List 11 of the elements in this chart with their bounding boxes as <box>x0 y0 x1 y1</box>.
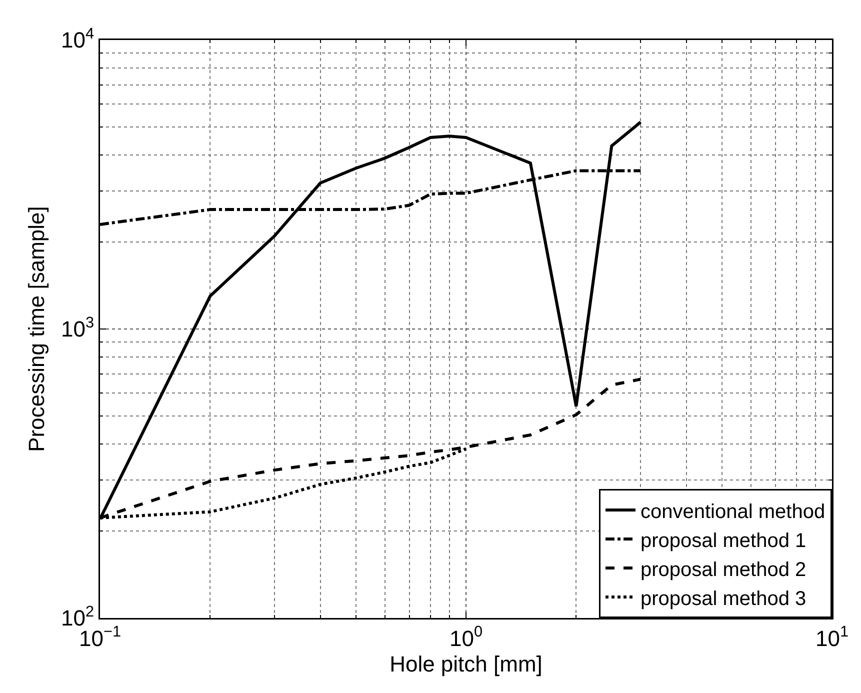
legend-label: conventional method <box>640 500 826 523</box>
y-tick-label: 10$^{2}$ <box>61 603 94 631</box>
x-tick-label: 10$^{1}$ <box>815 624 849 651</box>
x-tick-label: 10$^{0}$ <box>449 624 483 651</box>
x-axis-title: Hole pitch [mm] <box>390 652 542 677</box>
legend-label: proposal method 1 <box>640 530 806 552</box>
legend-label: proposal method 3 <box>640 588 806 610</box>
y-tick-label: 10$^{3}$ <box>61 314 94 342</box>
legend-label: proposal method 2 <box>640 558 806 581</box>
y-axis-title: Processing time [sample] <box>24 206 50 452</box>
y-tick-label: 10$^{4}$ <box>61 25 95 53</box>
